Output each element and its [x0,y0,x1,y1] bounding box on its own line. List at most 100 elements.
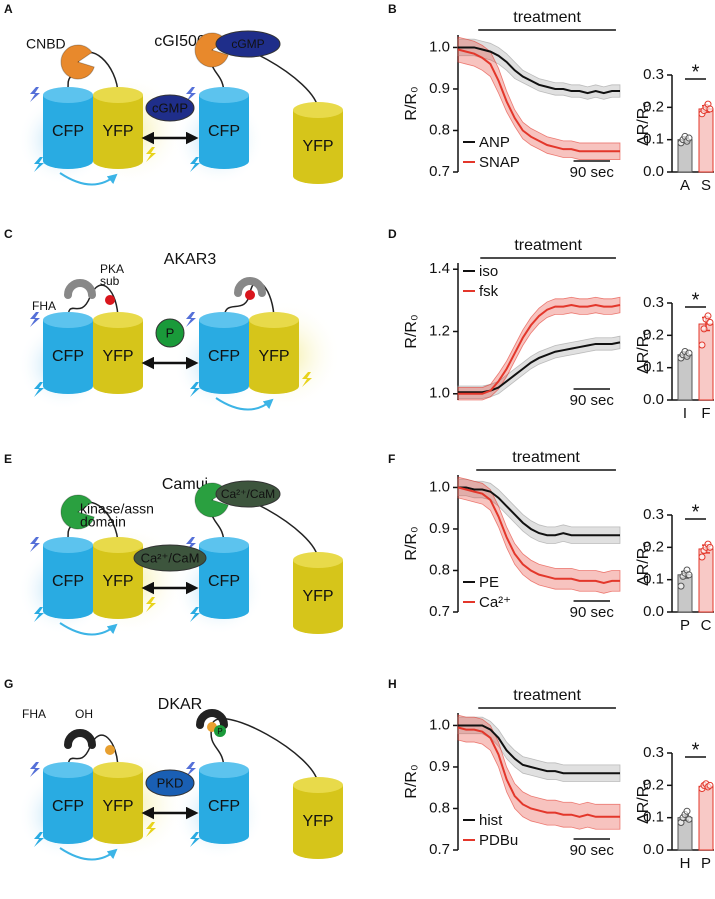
cfp-body [43,320,93,394]
fret-arrow [215,397,274,411]
legend-label: fsk [479,283,499,300]
legend-label: iso [479,263,498,280]
cfp-label: CFP [208,798,240,815]
bar [698,323,714,401]
data-point [698,553,706,561]
error-band [457,38,621,100]
cfp-body [199,770,249,844]
cfp-top [199,762,249,778]
bar [698,785,714,851]
cfp-body [199,545,249,619]
x-tick-label: A [680,177,690,194]
y-tick-label: 0.3 [643,294,664,311]
site-label: sub [100,274,120,288]
cfp-top [199,312,249,328]
series-line [457,726,620,818]
y-tick-label: 0.1 [643,131,664,148]
cfp-body [199,95,249,169]
y-tick-label: 0.7 [429,841,450,858]
light-bolt [146,597,156,612]
cfp-top [43,537,93,553]
mediator [145,769,195,797]
cfp-label: CFP [52,123,84,140]
y-axis-label: ΔR/R₀ [635,541,652,586]
bound-ligand [215,480,281,508]
yfp-label: YFP [302,588,333,605]
light-bolt [30,87,40,102]
mediator [155,318,185,348]
error-band [457,476,621,594]
panel-label: C [4,227,13,241]
y-axis-label: ΔR/R₀ [635,329,652,374]
yfp-label: YFP [102,573,133,590]
light-bolt [146,822,156,837]
y-tick-label: 1.0 [429,716,450,733]
y-tick-label: 1.0 [429,478,450,495]
yfp-body [249,320,299,394]
legend-label: ANP [479,134,510,151]
light-bolt [302,372,312,387]
data-point [706,543,714,551]
light-bolt [34,157,44,172]
yfp-label: YFP [102,798,133,815]
panel-label: H [388,677,397,691]
sensor-title: AKAR3 [164,251,217,268]
bar [677,354,693,401]
data-point [685,349,693,357]
substrate-site [245,290,255,300]
y-tick-label: 0.8 [429,799,450,816]
y-tick-label: 0.0 [643,391,664,408]
yfp-top [93,87,143,103]
y-tick-label: 0.2 [643,98,664,115]
series-line [458,304,621,395]
domain-label: FHA [32,299,56,313]
y-tick-label: 0.2 [643,538,664,555]
data-point [677,582,685,590]
light-bolt [186,87,196,102]
legend-label: PDBu [479,832,518,849]
fret-arrow [59,847,118,861]
bar [698,108,714,173]
y-tick-label: 0.3 [643,66,664,83]
phospho-group [214,725,226,737]
data-point [706,318,714,326]
cfp-label: CFP [52,798,84,815]
cfp-top [199,537,249,553]
scale-bar-label: 90 sec [570,164,615,181]
data-point [685,571,693,579]
yfp-body [93,95,143,169]
y-axis-label: ΔR/R₀ [635,101,652,146]
legend-label: PE [479,574,499,591]
light-bolt [190,832,200,847]
x-tick-label: P [701,855,711,872]
domain-label: CNBD [26,36,66,52]
yfp-body [93,770,143,844]
x-tick-label: S [701,177,711,194]
ligand-label: cGMP [231,37,264,51]
panel-label: G [4,677,13,691]
yfp-body [293,560,343,634]
significance-label: * [692,501,700,523]
fha-domain [64,279,96,299]
light-bolt [146,147,156,162]
y-tick-label: 0.1 [643,571,664,588]
light-bolt [34,607,44,622]
y-axis-label: R/R₀ [403,764,420,798]
fret-arrow [59,622,118,636]
mediator-label: Ca²⁺/CaM [141,550,200,565]
y-tick-label: 0.1 [643,359,664,376]
series-line [458,724,620,775]
legend-label: Ca²⁺ [479,594,511,611]
error-band [457,296,621,401]
sensor-title: DKAR [158,696,202,713]
data-point [685,815,693,823]
legend-label: SNAP [479,154,520,171]
panel-label: E [4,452,12,466]
ligand-label: P [217,727,222,736]
bar [677,574,693,613]
x-tick-label: I [683,405,687,422]
x-tick-label: F [701,405,710,422]
yfp-top [249,312,299,328]
domain-label: FHA [22,707,46,721]
yfp-top [93,762,143,778]
